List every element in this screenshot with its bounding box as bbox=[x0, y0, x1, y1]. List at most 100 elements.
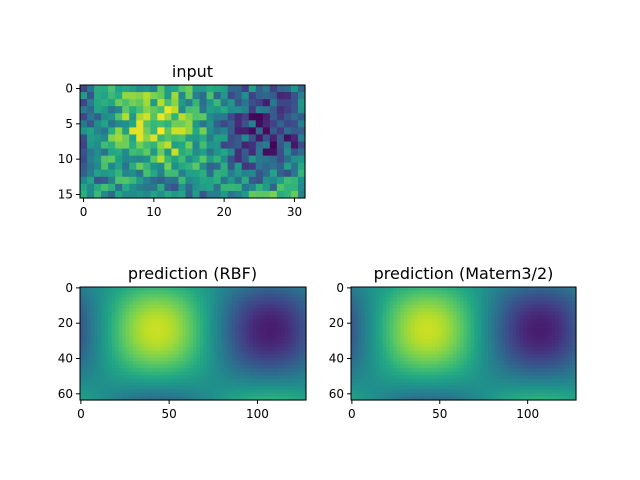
heatmap-cell bbox=[403, 368, 408, 373]
heatmap-cell bbox=[547, 297, 552, 302]
heatmap-cell bbox=[203, 329, 208, 334]
heatmap-cell bbox=[407, 382, 412, 387]
heatmap-cell bbox=[189, 382, 194, 387]
heatmap-cell bbox=[291, 318, 297, 323]
heatmap-cell bbox=[442, 325, 447, 330]
heatmap-cell bbox=[80, 396, 85, 401]
heatmap-cell bbox=[372, 361, 377, 366]
heatmap-cell bbox=[182, 368, 187, 373]
heatmap-cell bbox=[228, 336, 233, 341]
heatmap-cell bbox=[241, 148, 250, 157]
heatmap-cell bbox=[551, 311, 556, 316]
heatmap-cell bbox=[449, 315, 454, 320]
heatmap-cell bbox=[108, 385, 113, 391]
heatmap-cell bbox=[196, 368, 201, 373]
heatmap-cell bbox=[516, 396, 521, 401]
heatmap-cell bbox=[523, 396, 528, 401]
heatmap-cell bbox=[561, 336, 567, 341]
heatmap-cell bbox=[83, 332, 88, 338]
heatmap-cell bbox=[241, 99, 250, 107]
heatmap-cell bbox=[288, 389, 293, 394]
heatmap-cell bbox=[509, 389, 514, 394]
heatmap-cell bbox=[368, 350, 373, 355]
heatmap-cell bbox=[242, 311, 247, 316]
heatmap-cell bbox=[551, 318, 556, 323]
heatmap-cell bbox=[263, 301, 268, 306]
heatmap-cell bbox=[118, 371, 123, 376]
heatmap-cell bbox=[467, 396, 472, 401]
heatmap-cell bbox=[410, 336, 415, 341]
heatmap-cell bbox=[400, 378, 405, 383]
heatmap-cell bbox=[115, 315, 120, 320]
heatmap-cell bbox=[263, 375, 268, 380]
heatmap-cell bbox=[115, 392, 120, 398]
heatmap-cell bbox=[509, 371, 514, 376]
heatmap-cell bbox=[368, 389, 373, 394]
heatmap-cell bbox=[407, 375, 412, 380]
heatmap-cell bbox=[118, 350, 123, 355]
heatmap-cell bbox=[122, 301, 127, 306]
heatmap-cell bbox=[140, 332, 145, 338]
heatmap-cell bbox=[361, 318, 366, 323]
heatmap-cell bbox=[206, 162, 215, 171]
heatmap-cell bbox=[375, 392, 380, 398]
heatmap-cell bbox=[368, 339, 373, 345]
heatmap-cell bbox=[459, 329, 465, 334]
heatmap-cell bbox=[253, 364, 258, 369]
heatmap-cell bbox=[87, 113, 95, 121]
heatmap-cell bbox=[256, 315, 261, 320]
heatmap-cell bbox=[547, 294, 552, 299]
heatmap-cell bbox=[400, 339, 405, 345]
heatmap-cell bbox=[129, 311, 134, 316]
heatmap-cell bbox=[150, 99, 158, 107]
heatmap-cell bbox=[558, 364, 563, 369]
heatmap-cell bbox=[463, 297, 468, 302]
heatmap-cell bbox=[154, 354, 159, 359]
heatmap-cell bbox=[526, 343, 531, 348]
heatmap-cell bbox=[132, 361, 138, 366]
heatmap-cell bbox=[533, 322, 538, 327]
heatmap-cell bbox=[351, 336, 356, 341]
heatmap-cell bbox=[227, 99, 236, 107]
heatmap-cell bbox=[417, 322, 422, 327]
heatmap-cell bbox=[94, 304, 99, 309]
heatmap-cell bbox=[207, 350, 212, 355]
heatmap-cell bbox=[94, 336, 99, 341]
y-tick-label: 20 bbox=[58, 316, 73, 330]
heatmap-cell bbox=[540, 308, 545, 313]
heatmap-cell bbox=[361, 354, 366, 359]
heatmap-cell bbox=[90, 350, 95, 355]
heatmap-cell bbox=[171, 385, 176, 391]
heatmap-cell bbox=[97, 332, 102, 338]
heatmap-cell bbox=[288, 304, 293, 309]
heatmap-cell bbox=[565, 290, 570, 295]
heatmap-cell bbox=[262, 190, 271, 199]
heatmap-cell bbox=[358, 332, 363, 338]
heatmap-cell bbox=[161, 350, 166, 355]
heatmap-cell bbox=[474, 368, 479, 373]
heatmap-cell bbox=[182, 308, 187, 313]
heatmap-cell bbox=[168, 290, 173, 295]
heatmap-cell bbox=[234, 99, 243, 107]
heatmap-cell bbox=[533, 382, 538, 387]
heatmap-cell bbox=[238, 322, 244, 327]
heatmap-cell bbox=[171, 343, 176, 348]
heatmap-cell bbox=[281, 325, 286, 330]
heatmap-cell bbox=[540, 336, 545, 341]
heatmap-cell bbox=[365, 375, 370, 380]
heatmap-cell bbox=[459, 368, 465, 373]
heatmap-cell bbox=[200, 315, 205, 320]
heatmap-cell bbox=[421, 389, 426, 394]
heatmap-cell bbox=[182, 371, 187, 376]
heatmap-cell bbox=[213, 162, 222, 171]
heatmap-cell bbox=[242, 385, 247, 391]
heatmap-cell bbox=[245, 332, 251, 338]
heatmap-cell bbox=[288, 315, 293, 320]
heatmap-cell bbox=[449, 389, 454, 394]
heatmap-cell bbox=[459, 311, 465, 316]
heatmap-cell bbox=[122, 315, 127, 320]
heatmap-cell bbox=[203, 350, 208, 355]
heatmap-cell bbox=[523, 392, 528, 398]
heatmap-cell bbox=[80, 290, 85, 295]
heatmap-cell bbox=[104, 339, 109, 345]
